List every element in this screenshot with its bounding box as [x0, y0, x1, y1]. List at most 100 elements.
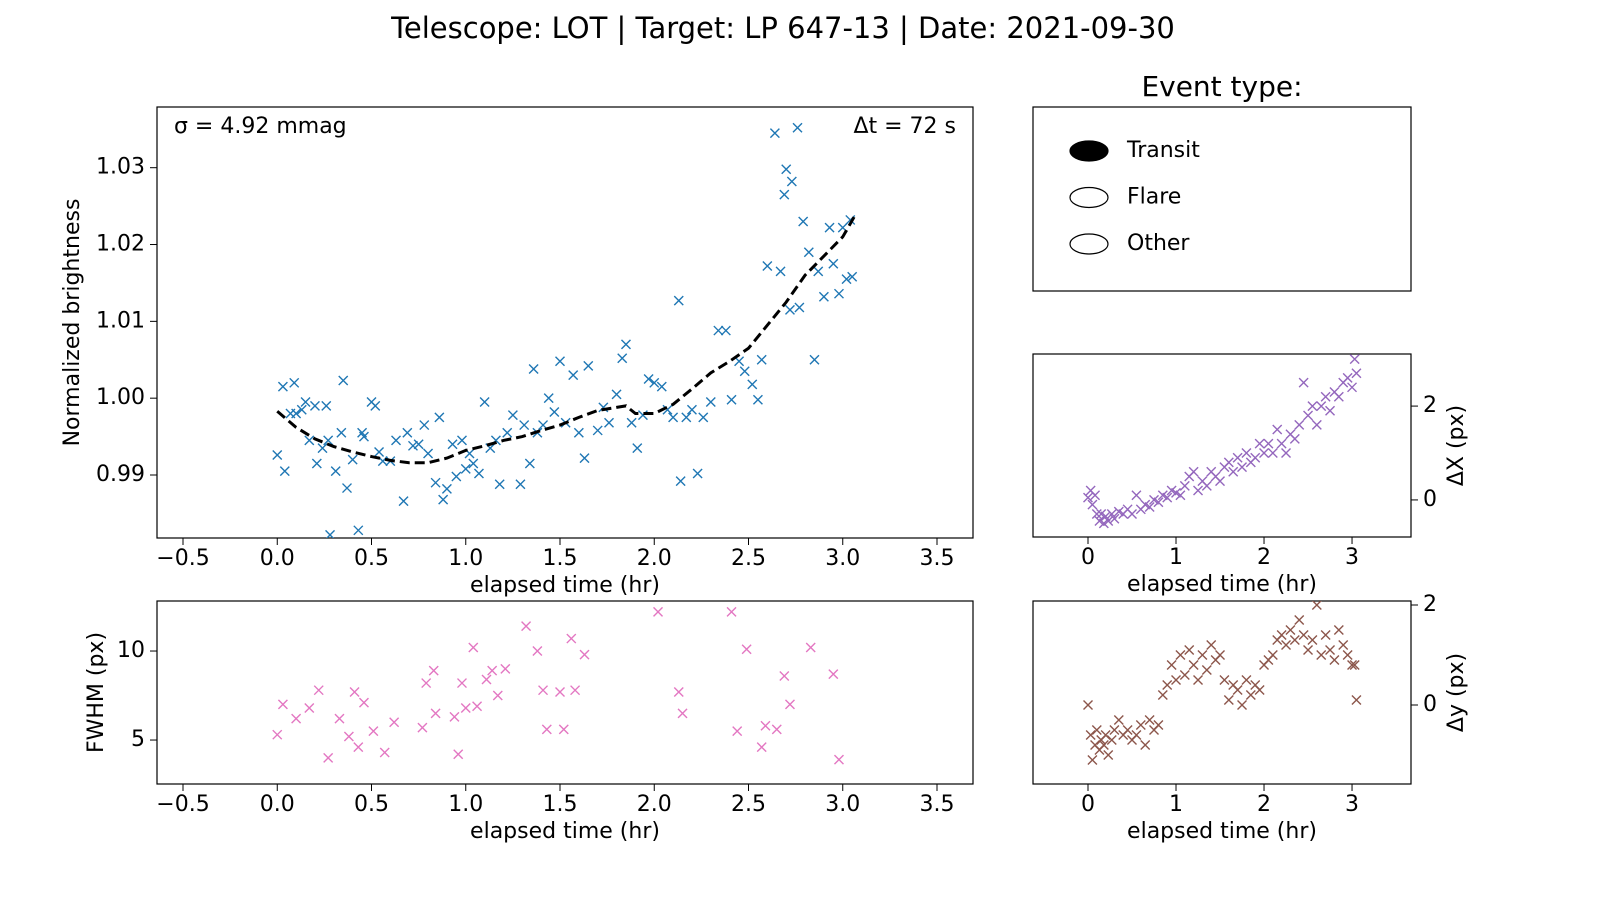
data-point — [1311, 419, 1322, 430]
data-point — [643, 373, 654, 384]
data-point — [1232, 452, 1243, 463]
data-point — [1311, 601, 1322, 610]
data-point — [1175, 490, 1186, 501]
data-point — [1144, 715, 1155, 725]
data-point — [726, 606, 737, 617]
data-point — [786, 176, 797, 187]
data-point — [1349, 660, 1360, 670]
data-point — [611, 389, 622, 400]
data-point — [632, 443, 643, 454]
data-point — [449, 711, 460, 722]
data-point — [1179, 670, 1190, 680]
data-point — [1351, 368, 1362, 379]
data-point — [1179, 480, 1190, 491]
data-point — [1338, 640, 1349, 650]
data-point — [421, 678, 432, 689]
x-tick-label: 1 — [1169, 545, 1183, 570]
data-point — [792, 122, 803, 133]
x-tick-label: 0 — [1081, 792, 1095, 817]
data-point — [460, 463, 471, 474]
data-point — [494, 479, 505, 490]
x-tick-label: 2.5 — [731, 546, 766, 571]
data-point — [541, 724, 552, 735]
x-tick-label: 0.0 — [260, 546, 295, 571]
data-point — [374, 446, 385, 457]
data-point — [570, 685, 581, 696]
data-point — [1349, 354, 1360, 365]
data-point — [1127, 509, 1138, 520]
data-point — [1263, 438, 1274, 449]
data-point — [1098, 740, 1109, 750]
data-point — [524, 458, 535, 469]
data-point — [336, 427, 347, 438]
y-tick-label: 2 — [1423, 393, 1437, 418]
x-tick-label: 1.5 — [543, 792, 578, 817]
plot-area — [272, 606, 844, 765]
data-point — [760, 720, 771, 731]
data-point — [1342, 650, 1353, 660]
data-point — [1303, 410, 1314, 421]
data-point — [519, 420, 530, 431]
data-point — [1083, 492, 1094, 503]
data-point — [368, 726, 379, 737]
data-point — [1276, 438, 1287, 449]
data-point — [1298, 630, 1309, 640]
data-point — [1303, 645, 1314, 655]
data-point — [532, 646, 543, 657]
x-tick-label: 2.5 — [731, 792, 766, 817]
legend-option[interactable]: Flare — [1069, 185, 1181, 210]
x-axis-label: elapsed time (hr) — [470, 573, 660, 598]
legend-option[interactable]: Other — [1069, 231, 1190, 256]
data-point — [653, 606, 664, 617]
data-point — [309, 400, 320, 411]
data-point — [1237, 700, 1248, 710]
data-point — [739, 366, 750, 377]
data-point — [720, 325, 731, 336]
data-point — [291, 408, 302, 419]
data-point — [1347, 382, 1358, 393]
data-point — [1267, 448, 1278, 459]
data-point — [1232, 685, 1243, 695]
data-point — [1083, 700, 1094, 710]
data-point — [353, 525, 364, 536]
data-point — [1347, 660, 1358, 670]
y-tick-label: 1.02 — [96, 232, 145, 257]
data-point — [592, 425, 603, 436]
data-point — [515, 479, 526, 490]
data-point — [771, 724, 782, 735]
x-tick-label: 1.0 — [448, 546, 483, 571]
data-point — [1215, 650, 1226, 660]
x-tick-label: 1.0 — [448, 792, 483, 817]
data-point — [573, 427, 584, 438]
data-point — [692, 468, 703, 479]
legend-box — [1032, 106, 1412, 292]
data-point — [1100, 730, 1111, 740]
data-point — [1254, 438, 1265, 449]
data-point — [1090, 490, 1101, 501]
data-point — [441, 483, 452, 494]
data-point — [579, 649, 590, 660]
data-point — [1153, 720, 1164, 730]
data-point — [747, 379, 758, 390]
legend-option[interactable]: Transit — [1069, 138, 1200, 163]
annotation: Δt = 72 s — [853, 114, 956, 139]
data-point — [1316, 650, 1327, 660]
data-point — [617, 353, 628, 364]
data-point — [358, 697, 369, 708]
data-point — [304, 435, 315, 446]
data-point — [1325, 645, 1336, 655]
y-tick-label: 0.99 — [96, 462, 145, 487]
data-point — [323, 752, 334, 763]
data-point — [847, 271, 858, 282]
data-point — [451, 471, 462, 482]
data-point — [1320, 630, 1331, 640]
data-point — [1103, 516, 1114, 527]
data-point — [1294, 419, 1305, 430]
data-point — [358, 431, 369, 442]
data-point — [279, 466, 290, 477]
data-point — [456, 678, 467, 689]
data-point — [794, 302, 805, 313]
x-axis-label: elapsed time (hr) — [1127, 572, 1317, 597]
data-point — [487, 665, 498, 676]
data-point — [784, 699, 795, 710]
